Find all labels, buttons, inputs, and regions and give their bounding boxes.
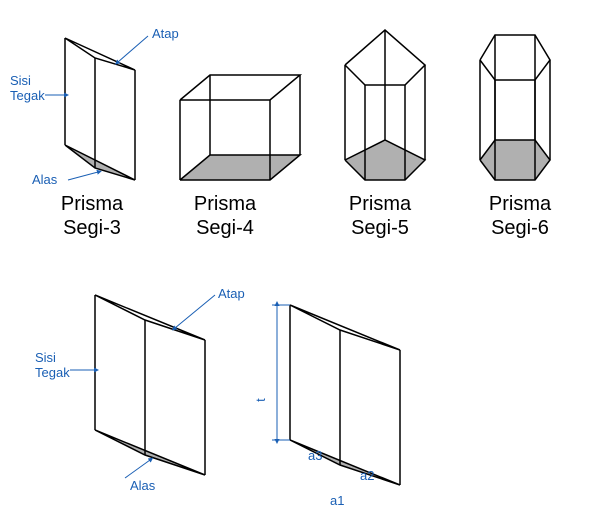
prism-segi-6: [480, 35, 550, 180]
dim-a3: a3: [308, 448, 322, 463]
caption-prism4-l1: Prisma: [194, 193, 257, 215]
caption-prism6-l1: Prisma: [489, 193, 552, 215]
caption-prism4-l2: Segi-4: [196, 217, 254, 239]
label-atap: Atap: [152, 26, 179, 41]
label-sisi-bottom-1: Sisi: [35, 350, 56, 365]
label-atap-bottom: Atap: [218, 286, 245, 301]
prism-segi-3: [65, 38, 135, 180]
bottom-prism-right: [290, 305, 400, 485]
diagram-svg: Atap Sisi Tegak Alas Prisma Segi-3 Prism…: [0, 0, 609, 528]
label-sisi-bottom-2: Tegak: [35, 365, 70, 380]
prism-diagram: Atap Sisi Tegak Alas Prisma Segi-3 Prism…: [0, 0, 609, 528]
label-sisi-tegak-line1: Sisi: [10, 73, 31, 88]
prism-segi-5: [345, 30, 425, 180]
prism-segi-4: [180, 75, 300, 180]
caption-prism3-l1: Prisma: [61, 193, 124, 215]
dim-t-label: t: [253, 398, 268, 402]
label-alas-bottom: Alas: [130, 478, 156, 493]
caption-prism5-l1: Prisma: [349, 193, 412, 215]
label-sisi-tegak-line2: Tegak: [10, 88, 45, 103]
dim-a2: a2: [360, 468, 374, 483]
label-alas: Alas: [32, 172, 58, 187]
caption-prism3-l2: Segi-3: [63, 217, 121, 239]
bottom-prism-left: [95, 295, 205, 475]
dim-a1: a1: [330, 493, 344, 508]
dim-t: t: [253, 305, 290, 440]
caption-prism6-l2: Segi-6: [491, 217, 549, 239]
caption-prism5-l2: Segi-5: [351, 217, 409, 239]
